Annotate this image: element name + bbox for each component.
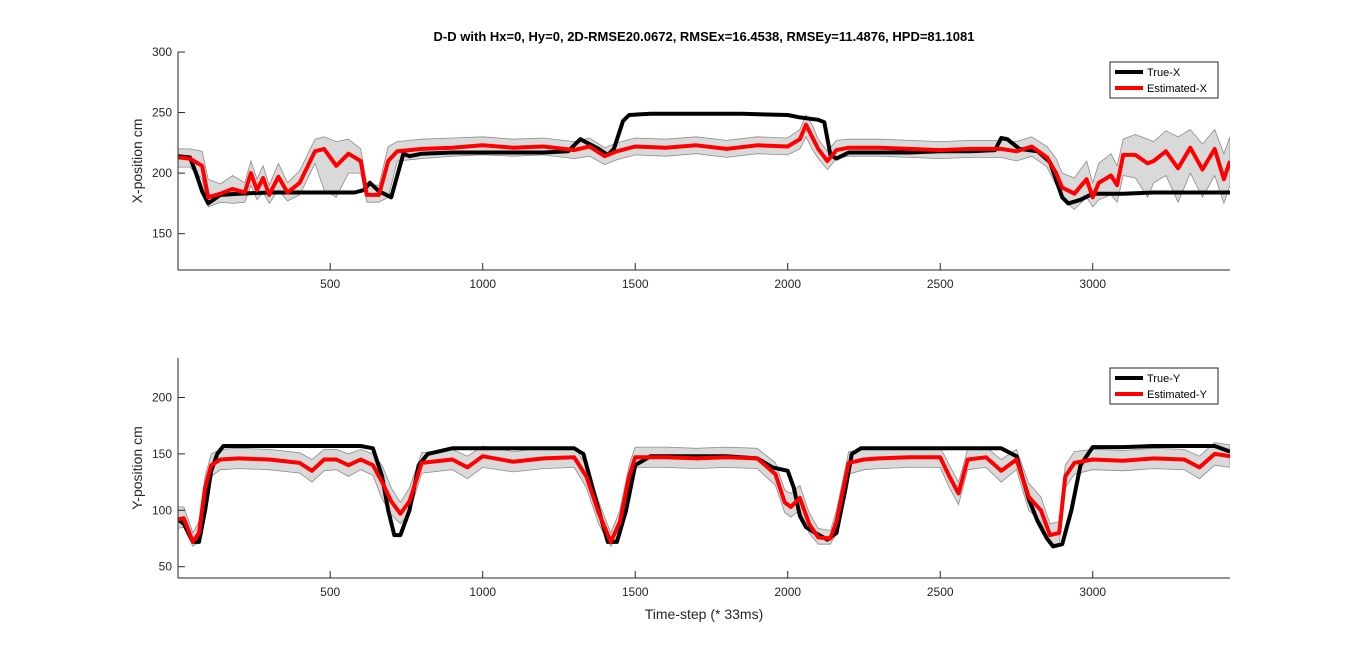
y-plot-y-tick-label: 50 [159,560,173,574]
y-plot-legend-label: Estimated-Y [1147,389,1208,401]
x-plot-y-tick-label: 300 [152,45,172,59]
y-plot-x-tick-label: 2000 [774,585,801,599]
x-plot-x-tick-label: 2000 [774,277,801,291]
x-plot-x-tick-label: 3000 [1079,277,1106,291]
y-plot-area [178,442,1230,549]
x-plot-legend-label: True-X [1147,67,1181,79]
y-plot-x-tick-label: 2500 [927,585,954,599]
x-plot-y-tick-label: 150 [152,227,172,241]
y-plot-estimated-line [178,451,1230,544]
y-plot-y-tick-label: 150 [152,447,172,461]
y-plot-x-tick-label: 1000 [469,585,496,599]
x-plot-estimated-line [178,122,1230,200]
y-plot-y-axis-label: Y-position cm [129,426,145,510]
y-plot-legend: True-Y Estimated-Y [1109,367,1219,405]
x-plot-x-tick-label: 1500 [622,277,649,291]
x-plot-x-tick-label: 500 [320,277,340,291]
y-plot-x-tick-label: 500 [320,585,340,599]
x-axis-label: Time-step (* 33ms) [645,606,764,622]
x-plot-y-tick-label: 200 [152,166,172,180]
y-plot-x-tick-label: 3000 [1079,585,1106,599]
x-plot-legend: True-X Estimated-X [1109,61,1219,99]
y-plot-legend-box [1109,367,1219,405]
figure-title: D-D with Hx=0, Hy=0, 2D-RMSE20.0672, RMS… [434,29,975,44]
x-plot-x-tick-label: 1000 [469,277,496,291]
x-plot-confidence-band [178,114,1230,210]
y-plot-x-tick-label: 1500 [622,585,649,599]
x-position-axes: 500 1000 1500 2000 2500 3000 150 200 250 300 X-pos… [129,45,1230,291]
x-plot-x-tick-label: 2500 [927,277,954,291]
y-plot-y-tick-label: 200 [152,390,172,404]
y-plot-legend-label: True-Y [1147,373,1181,385]
x-plot-y-tick-label: 250 [152,106,172,120]
x-plot-legend-box [1109,61,1219,99]
x-plot-legend-label: Estimated-X [1147,83,1208,95]
x-plot-y-axis-label: X-position cm [129,119,145,204]
x-plot-area [178,111,1230,210]
y-plot-y-tick-label: 100 [152,503,172,517]
y-position-axes: 500 1000 1500 2000 2500 3000 50 100 150 200 Y-posi… [129,358,1230,599]
